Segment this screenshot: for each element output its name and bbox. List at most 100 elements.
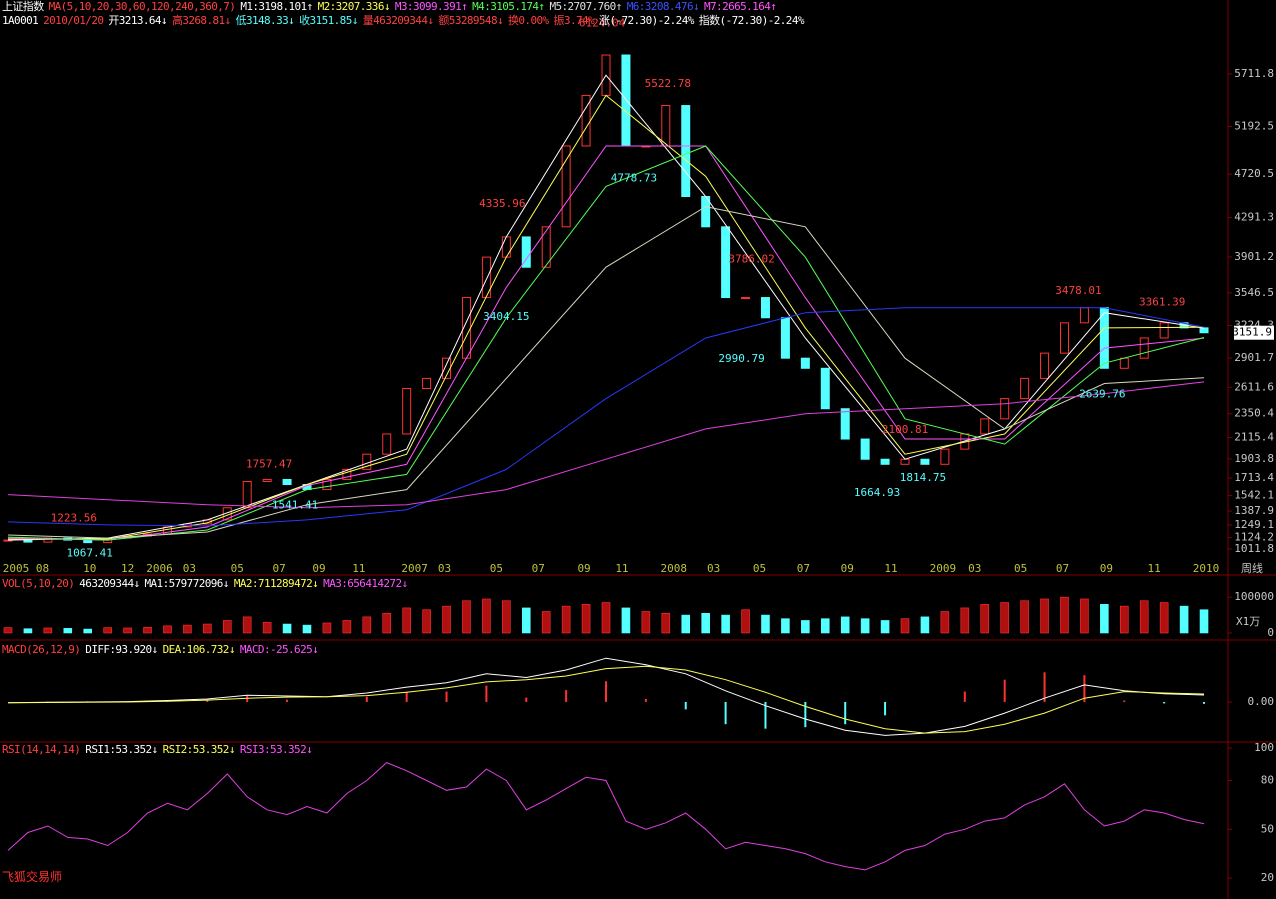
- y-tick-label: 0: [1267, 626, 1274, 639]
- candle: [681, 105, 691, 197]
- ma-line: [7, 381, 1205, 509]
- x-tick-label: 12: [121, 562, 134, 575]
- x-unit-label: 周线: [1241, 561, 1263, 575]
- candle: [1199, 327, 1209, 334]
- volume-bar: [980, 604, 990, 634]
- candle: [900, 458, 910, 465]
- candle: [940, 448, 950, 465]
- legend-row: VOL(5,10,20) 463209344↓ MA1:579772096↓ MA2:…: [2, 577, 413, 590]
- volume-bar: [3, 627, 13, 634]
- candle: [83, 539, 93, 544]
- legend-text: 2010/01/20: [43, 14, 104, 27]
- y-tick-label: 1249.1: [1234, 518, 1274, 531]
- ma-line: [7, 145, 1205, 541]
- volume-bar: [860, 618, 870, 634]
- low-label: 2990.79: [718, 352, 764, 365]
- candle: [980, 418, 990, 435]
- x-tick-label: 11: [352, 562, 365, 575]
- legend-text: 1A0001: [2, 14, 39, 27]
- volume-bar: [761, 614, 770, 634]
- candle: [521, 236, 531, 268]
- candle: [621, 54, 631, 147]
- volume-bar: [242, 616, 252, 634]
- volume-bar: [681, 614, 691, 634]
- y-tick-label: 1542.1: [1234, 488, 1274, 501]
- y-tick-label: 0.00: [1248, 695, 1275, 708]
- high-label: 5522.78: [645, 77, 691, 90]
- candle: [422, 377, 432, 390]
- legend-text: M6:3208.476↓: [626, 0, 700, 13]
- volume-bar: [741, 609, 750, 634]
- y-tick-label: 1011.8: [1234, 542, 1274, 555]
- candle: [382, 433, 392, 455]
- volume-bar: [203, 623, 212, 634]
- low-label: 1067.41: [67, 546, 113, 559]
- macd-line: [7, 657, 1205, 736]
- legend-text: 收3151.85↓: [299, 14, 358, 27]
- legend-text: 高3268.81↓: [171, 14, 231, 27]
- high-label: 4335.96: [479, 197, 525, 210]
- volume-bar: [342, 620, 352, 634]
- legend-text: MA(5,10,20,30,60,120,240,360,7): [48, 0, 236, 13]
- legend-text: 上证指数: [2, 0, 44, 13]
- volume-bar: [781, 618, 790, 634]
- y-tick-label: 1124.2: [1234, 531, 1274, 544]
- candle: [1059, 322, 1069, 354]
- volume-bar: [1119, 605, 1129, 634]
- volume-bar: [1060, 596, 1069, 634]
- x-tick-label: 09: [841, 562, 854, 575]
- legend-row: RSI(14,14,14) RSI1:53.352↓ RSI2:53.352↓ RSI…: [2, 743, 317, 756]
- candle: [23, 539, 33, 543]
- legend-text: RSI(14,14,14): [2, 743, 81, 756]
- candle: [1079, 307, 1089, 324]
- y-tick-label: 2350.4: [1234, 407, 1274, 420]
- volume-bar: [502, 600, 511, 634]
- volume-bar: [362, 616, 372, 634]
- high-label: 2100.81: [882, 423, 928, 436]
- volume-bar: [262, 621, 272, 634]
- x-tick-label: 07: [797, 562, 810, 575]
- volume-bar: [920, 616, 930, 634]
- legend-text: 低3148.33↓: [235, 14, 295, 27]
- volume-bar: [63, 628, 73, 634]
- legend-text: 量463209344↓: [362, 14, 434, 27]
- legend-text: 换0.00%: [508, 14, 549, 27]
- volume-bar: [960, 607, 970, 634]
- volume-bar: [83, 628, 93, 634]
- volume-bar: [103, 627, 112, 634]
- volume-bar: [940, 611, 950, 634]
- y-tick-label: 5711.8: [1234, 67, 1274, 80]
- candle: [800, 357, 810, 369]
- legend-text: 指数(-72.30)-2.24%: [698, 14, 805, 27]
- last-price-box: [1234, 325, 1274, 340]
- low-label: 1541.41: [272, 498, 318, 511]
- volume-bar: [701, 612, 710, 634]
- high-label: 3786.02: [728, 253, 774, 266]
- unit-label: X1万: [1236, 615, 1260, 628]
- volume-bar: [163, 625, 172, 634]
- legend-text: RSI2:53.352↓: [162, 743, 236, 756]
- y-tick-label: 2115.4: [1234, 430, 1274, 443]
- candle: [920, 458, 930, 465]
- volume-bar: [1139, 600, 1149, 634]
- x-tick-label: 11: [615, 562, 628, 575]
- x-tick-label: 09: [577, 562, 590, 575]
- x-tick-label: 10: [83, 562, 96, 575]
- volume-bar: [482, 598, 491, 634]
- legend-text: MA2:711289472↓: [233, 577, 319, 590]
- candle: [561, 145, 571, 228]
- volume-bar: [1020, 600, 1029, 634]
- x-tick-label: 09: [1100, 562, 1113, 575]
- candle: [820, 367, 830, 410]
- x-tick-label: 05: [490, 562, 503, 575]
- volume-bar: [402, 607, 411, 634]
- x-tick-label: 2005 08: [3, 562, 49, 575]
- high-label: 1757.47: [246, 458, 292, 471]
- volume-bar: [621, 607, 631, 634]
- ma-line: [7, 145, 1205, 541]
- low-label: 1814.75: [900, 471, 946, 484]
- header-line: 上证指数 MA(5,10,20,30,60,120,240,360,7) M1:31…: [2, 0, 781, 13]
- x-tick-label: 07: [272, 562, 285, 575]
- volume-bar: [521, 607, 531, 634]
- legend-text: 开3213.64↓: [108, 14, 167, 27]
